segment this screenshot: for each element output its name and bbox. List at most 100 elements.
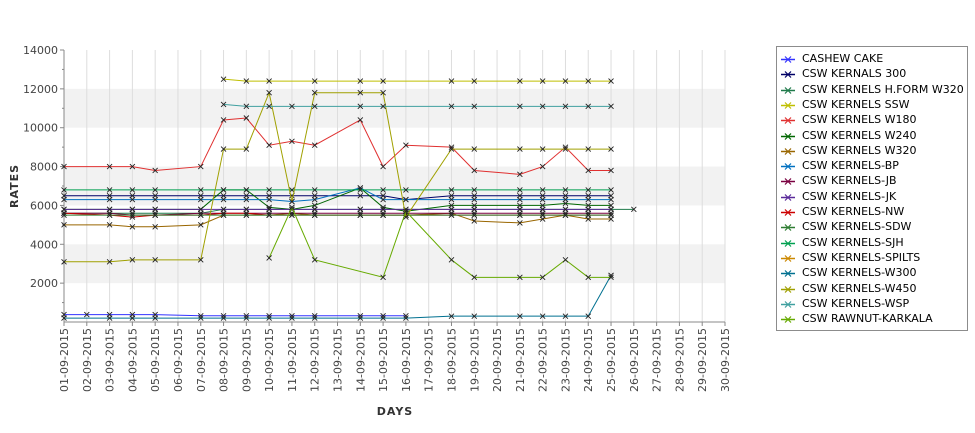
legend-label: CSW KERNELS-W450 <box>802 281 917 295</box>
data-point <box>311 315 318 321</box>
legend-marker-icon <box>781 209 795 216</box>
data-point <box>380 312 386 319</box>
legend-label: CSW KERNELS-WSP <box>802 296 910 310</box>
series-line <box>64 314 406 317</box>
series-12 <box>61 187 614 193</box>
data-point <box>539 103 546 110</box>
series-14 <box>61 272 614 321</box>
x-tick-label: 26-09-2015 <box>628 328 641 392</box>
data-point <box>471 196 478 203</box>
data-point <box>243 315 250 321</box>
x-tick-label: 04-09-2015 <box>126 328 139 392</box>
y-tick-label: 2000 <box>30 277 58 290</box>
legend-marker-icon <box>781 178 795 186</box>
data-point <box>539 187 546 193</box>
data-point <box>380 163 386 170</box>
data-point <box>471 103 478 110</box>
data-point <box>448 196 455 203</box>
data-point <box>197 257 204 263</box>
y-tick-label: 10000 <box>23 122 58 135</box>
data-point <box>631 206 637 213</box>
data-point <box>357 117 364 123</box>
data-point <box>562 313 569 319</box>
data-point <box>471 206 478 213</box>
data-point <box>61 315 67 321</box>
legend-label: CSW KERNALS 300 <box>802 67 907 81</box>
data-point <box>471 146 478 152</box>
data-point <box>562 187 569 193</box>
series-15 <box>61 89 614 265</box>
y-tick-label: 14000 <box>23 44 58 57</box>
legend-item: CSW KERNELS W180 <box>777 113 967 128</box>
data-point <box>380 212 386 218</box>
data-point <box>311 312 318 319</box>
series-line <box>268 206 612 278</box>
x-tick-label: 06-09-2015 <box>172 328 185 392</box>
data-point <box>289 312 295 319</box>
data-point <box>129 206 136 213</box>
data-point <box>562 78 569 84</box>
data-point <box>106 163 113 170</box>
legend-marker-icon <box>781 254 795 262</box>
data-point <box>585 78 592 84</box>
data-point <box>539 146 546 152</box>
legend-item: CSW KERNELS-W450 <box>777 282 967 297</box>
data-point <box>152 206 158 213</box>
data-point <box>311 78 318 84</box>
data-point <box>448 187 455 193</box>
legend-label: CSW KERNELS W240 <box>802 128 917 142</box>
legend-marker-icon <box>781 300 795 308</box>
grid-band <box>64 166 725 206</box>
x-tick-label: 15-09-2015 <box>377 328 390 392</box>
data-point <box>380 206 386 213</box>
data-point <box>357 187 364 193</box>
x-tick-label: 05-09-2015 <box>149 328 162 392</box>
data-point <box>61 258 67 265</box>
data-point <box>266 212 272 218</box>
legend-marker-icon <box>781 224 795 232</box>
legend-label: CSW KERNELS-SJH <box>802 235 904 249</box>
data-point <box>562 196 569 203</box>
data-point <box>243 312 250 319</box>
data-point <box>106 196 113 203</box>
data-point <box>220 315 227 321</box>
data-point <box>448 257 455 263</box>
legend-label: CSW KERNELS-W300 <box>802 266 917 280</box>
data-point <box>562 103 569 110</box>
data-point <box>266 255 272 261</box>
x-tick-label: 10-09-2015 <box>263 328 276 392</box>
x-tick-label: 03-09-2015 <box>104 328 117 392</box>
data-point <box>608 212 614 218</box>
legend-label: CSW KERNELS-NW <box>802 205 905 218</box>
data-point <box>197 212 204 218</box>
x-tick-label: 23-09-2015 <box>559 328 572 392</box>
data-point <box>243 196 250 203</box>
x-tick-label: 19-09-2015 <box>468 328 481 392</box>
data-point <box>608 196 614 203</box>
y-tick-label: 6000 <box>30 199 58 212</box>
data-point <box>380 103 386 110</box>
data-point <box>403 208 409 215</box>
grid-band <box>64 244 725 284</box>
data-point <box>539 206 546 213</box>
data-point <box>403 315 409 321</box>
data-point <box>152 315 158 321</box>
y-axis-label: RATES <box>8 164 21 208</box>
x-tick-label: 13-09-2015 <box>332 328 345 392</box>
series-line <box>64 195 612 201</box>
data-point <box>471 212 478 218</box>
data-point <box>403 187 409 193</box>
legend-label: CSW KERNELS W180 <box>802 113 917 127</box>
series-0 <box>61 311 409 319</box>
data-point <box>266 312 272 319</box>
legend-marker-icon <box>781 163 795 171</box>
data-point <box>608 167 614 174</box>
data-point <box>220 196 227 203</box>
x-tick-label: 20-09-2015 <box>491 328 504 392</box>
data-point <box>129 223 136 230</box>
y-axis: 2000 4000 6000 8000 10000 12000 14000 <box>23 44 65 322</box>
legend-item: CSW KERNELS-WSP <box>777 297 967 312</box>
data-point <box>129 257 136 263</box>
data-point <box>539 212 546 218</box>
x-axis: 01-09-2015 02-09-2015 03-09-2015 04-09-2015… <box>58 321 732 392</box>
